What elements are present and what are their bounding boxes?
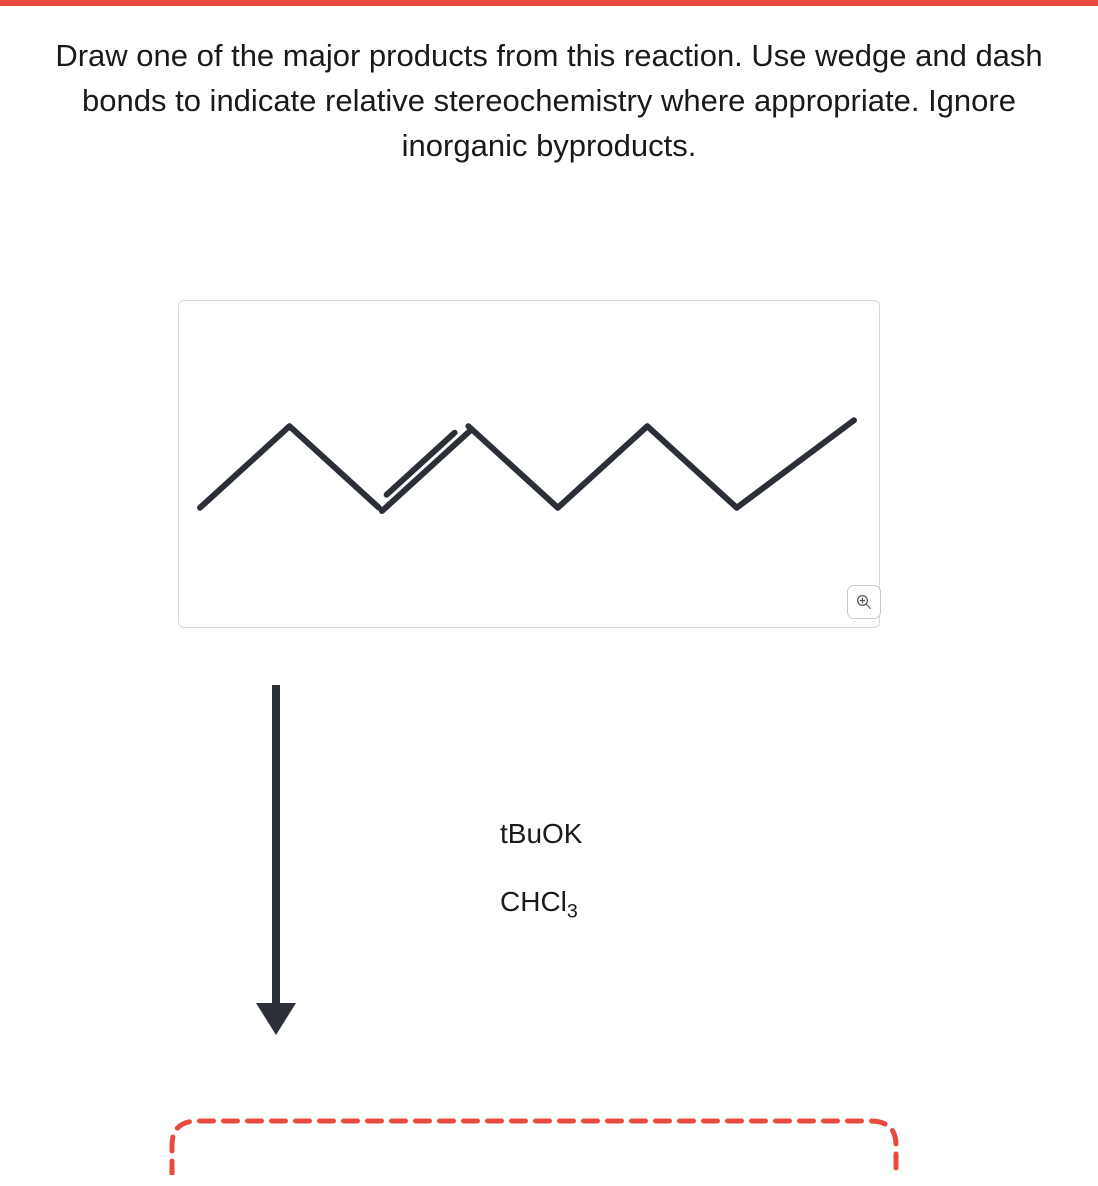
question-prompt: Draw one of the major products from this… [0, 6, 1098, 189]
reagent-1: tBuOK [500, 820, 582, 848]
molecule-display-box [178, 300, 880, 628]
zoom-button[interactable] [847, 585, 881, 619]
reaction-arrow [256, 685, 296, 1045]
reagents-block: tBuOK CHCl3 [500, 820, 582, 956]
reagent-2-prefix: CHCl [500, 886, 567, 917]
reagent-2: CHCl3 [500, 888, 582, 916]
reagent-2-subscript: 3 [567, 901, 578, 923]
answer-drop-zone[interactable] [168, 1115, 900, 1175]
molecule-skeletal-svg [179, 301, 879, 627]
zoom-in-icon [855, 593, 873, 611]
